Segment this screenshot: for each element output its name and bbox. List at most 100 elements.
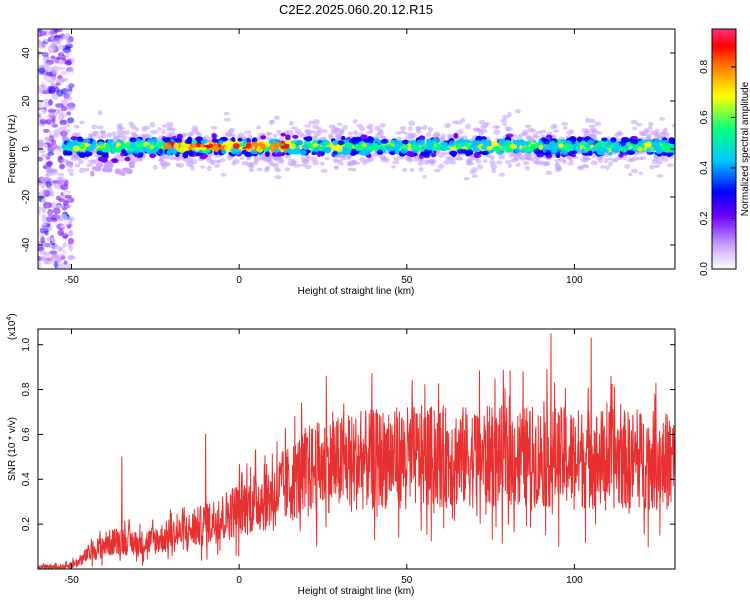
- heatmap-cell: [304, 164, 312, 170]
- spectrogram-ticks: -50 0 50 100 -40 -20 0 20 40: [21, 29, 675, 286]
- heatmap-cell: [135, 137, 141, 144]
- heatmap-cell: [149, 121, 156, 128]
- heatmap-cell: [65, 150, 73, 156]
- heatmap-cell: [590, 160, 598, 166]
- heatmap-cell: [67, 237, 75, 245]
- heatmap-cell: [64, 60, 72, 66]
- heatmap-cell: [402, 143, 409, 149]
- heatmap-cell: [466, 161, 472, 166]
- heatmap-cell: [601, 137, 608, 142]
- heatmap-cell: [284, 154, 292, 159]
- heatmap-cell: [42, 128, 50, 133]
- y-tick-label: 20: [21, 95, 32, 107]
- heatmap-cell: [294, 128, 302, 134]
- heatmap-cell: [244, 151, 252, 158]
- heatmap-cell: [292, 135, 299, 139]
- heatmap-cell: [200, 165, 206, 169]
- heatmap-cell: [150, 129, 158, 135]
- heatmap-cell: [66, 141, 74, 147]
- heatmap-cell: [354, 145, 362, 150]
- heatmap-cell: [241, 160, 249, 166]
- heatmap-cell: [319, 161, 325, 166]
- heatmap-cell: [45, 71, 54, 77]
- heatmap-cell: [192, 128, 199, 134]
- heatmap-cell: [466, 150, 473, 156]
- heatmap-cell: [384, 145, 391, 150]
- heatmap-cell: [62, 242, 67, 248]
- heatmap-cell: [67, 255, 76, 261]
- heatmap-cell: [194, 147, 201, 152]
- heatmap-cell: [199, 153, 208, 158]
- heatmap-cell: [361, 143, 367, 148]
- y-tick-label: 0: [21, 146, 32, 152]
- heatmap-cell: [117, 127, 123, 131]
- heatmap-cell: [596, 156, 603, 161]
- heatmap-cell: [533, 148, 541, 155]
- heatmap-cell: [455, 157, 463, 161]
- heatmap-cell: [422, 124, 428, 131]
- heatmap-cell: [335, 145, 344, 153]
- colorbar-tick-label: 0.0: [699, 262, 710, 276]
- heatmap-cell: [656, 174, 664, 178]
- heatmap-cell: [67, 180, 72, 185]
- heatmap-cell: [40, 176, 48, 184]
- heatmap-cell: [552, 129, 560, 133]
- heatmap-cell: [39, 256, 47, 261]
- heatmap-cell: [461, 149, 467, 154]
- heatmap-cell: [157, 127, 162, 131]
- heatmap-cell: [170, 127, 176, 132]
- heatmap-cell: [422, 152, 430, 157]
- heatmap-cell: [52, 207, 61, 215]
- heatmap-cell: [70, 136, 78, 141]
- heatmap-cell: [596, 150, 605, 156]
- heatmap-cell: [42, 226, 49, 232]
- heatmap-cell: [514, 148, 520, 154]
- heatmap-cell: [64, 194, 72, 199]
- heatmap-cell: [554, 163, 561, 169]
- heatmap-cell: [288, 121, 294, 126]
- heatmap-cell: [303, 156, 311, 162]
- heatmap-cell: [605, 165, 610, 170]
- heatmap-cell: [489, 160, 496, 166]
- heatmap-cell: [42, 98, 49, 104]
- heatmap-cell: [542, 145, 550, 150]
- heatmap-cell: [594, 121, 602, 126]
- heatmap-cell: [630, 168, 638, 174]
- heatmap-cell: [530, 143, 537, 149]
- heatmap-cell: [438, 152, 445, 158]
- heatmap-cell: [558, 157, 566, 163]
- heatmap-cell: [66, 111, 72, 116]
- heatmap-cell: [51, 93, 59, 100]
- heatmap-cell: [161, 165, 167, 170]
- heatmap-cell: [60, 224, 67, 229]
- heatmap-cell: [608, 144, 616, 149]
- heatmap-cell: [146, 144, 151, 149]
- heatmap-cell: [342, 145, 347, 152]
- heatmap-cell: [38, 101, 45, 109]
- heatmap-cell: [44, 251, 50, 257]
- heatmap-cell: [456, 129, 464, 135]
- heatmap-cell: [471, 174, 478, 178]
- heatmap-cell: [612, 146, 620, 153]
- heatmap-cell: [603, 157, 609, 164]
- heatmap-cell: [49, 33, 55, 41]
- heatmap-cell: [324, 156, 330, 161]
- snr-ticks: -50 0 50 100 0.2 0.4 0.6 0.8 1.0: [21, 329, 675, 586]
- heatmap-cell: [341, 135, 346, 141]
- heatmap-cell: [232, 142, 240, 149]
- heatmap-cell: [538, 144, 544, 150]
- heatmap-cell: [660, 139, 669, 145]
- heatmap-cell: [363, 149, 370, 156]
- heatmap-cell: [166, 133, 173, 138]
- heatmap-cell: [157, 140, 166, 147]
- heatmap-cell: [38, 86, 44, 94]
- heatmap-cell: [38, 67, 46, 74]
- heatmap-cell: [362, 160, 368, 166]
- heatmap-cell: [120, 171, 127, 177]
- heatmap-cell: [250, 142, 259, 147]
- heatmap-cell: [111, 147, 119, 153]
- heatmap-cell: [393, 145, 401, 151]
- heatmap-cell: [38, 261, 42, 267]
- heatmap-cell: [41, 51, 49, 58]
- heatmap-cell: [356, 123, 363, 128]
